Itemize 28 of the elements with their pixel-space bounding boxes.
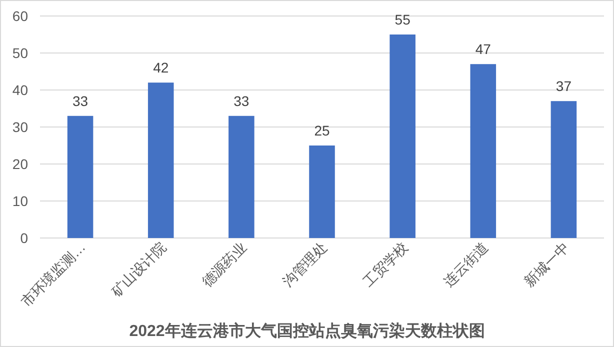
bar [148,82,174,238]
data-label: 33 [234,92,250,109]
y-tick-label: 10 [12,193,28,209]
x-tick-label: 矿山设计院 [107,238,169,300]
bar [309,146,335,238]
data-label: 42 [153,60,169,76]
data-label: 47 [475,41,492,58]
data-label: 55 [394,12,411,28]
bar [470,64,496,238]
y-tick-label: 30 [12,119,28,135]
data-label: 33 [72,92,88,109]
y-tick-label: 40 [12,82,28,98]
x-tick-label: 德源药业 [198,238,250,290]
x-tick-label: 新城一中 [520,238,572,290]
y-tick-label: 20 [12,156,28,172]
x-tick-label: 工贸学校 [360,238,411,290]
bar [67,116,94,238]
bar [390,34,416,238]
x-tick-label: 连云街道 [440,238,492,290]
bar [550,101,577,238]
data-label: 37 [556,78,572,94]
text: 2022年连云港市大气国控站点臭氧污染天数柱状图 [129,322,485,340]
y-tick-label: 50 [12,45,28,61]
y-tick-label: 0 [20,230,28,246]
y-tick-label: 60 [12,8,28,24]
x-tick-label: 沟管理处 [279,238,330,290]
data-label: 25 [314,122,330,138]
bar [228,116,254,238]
